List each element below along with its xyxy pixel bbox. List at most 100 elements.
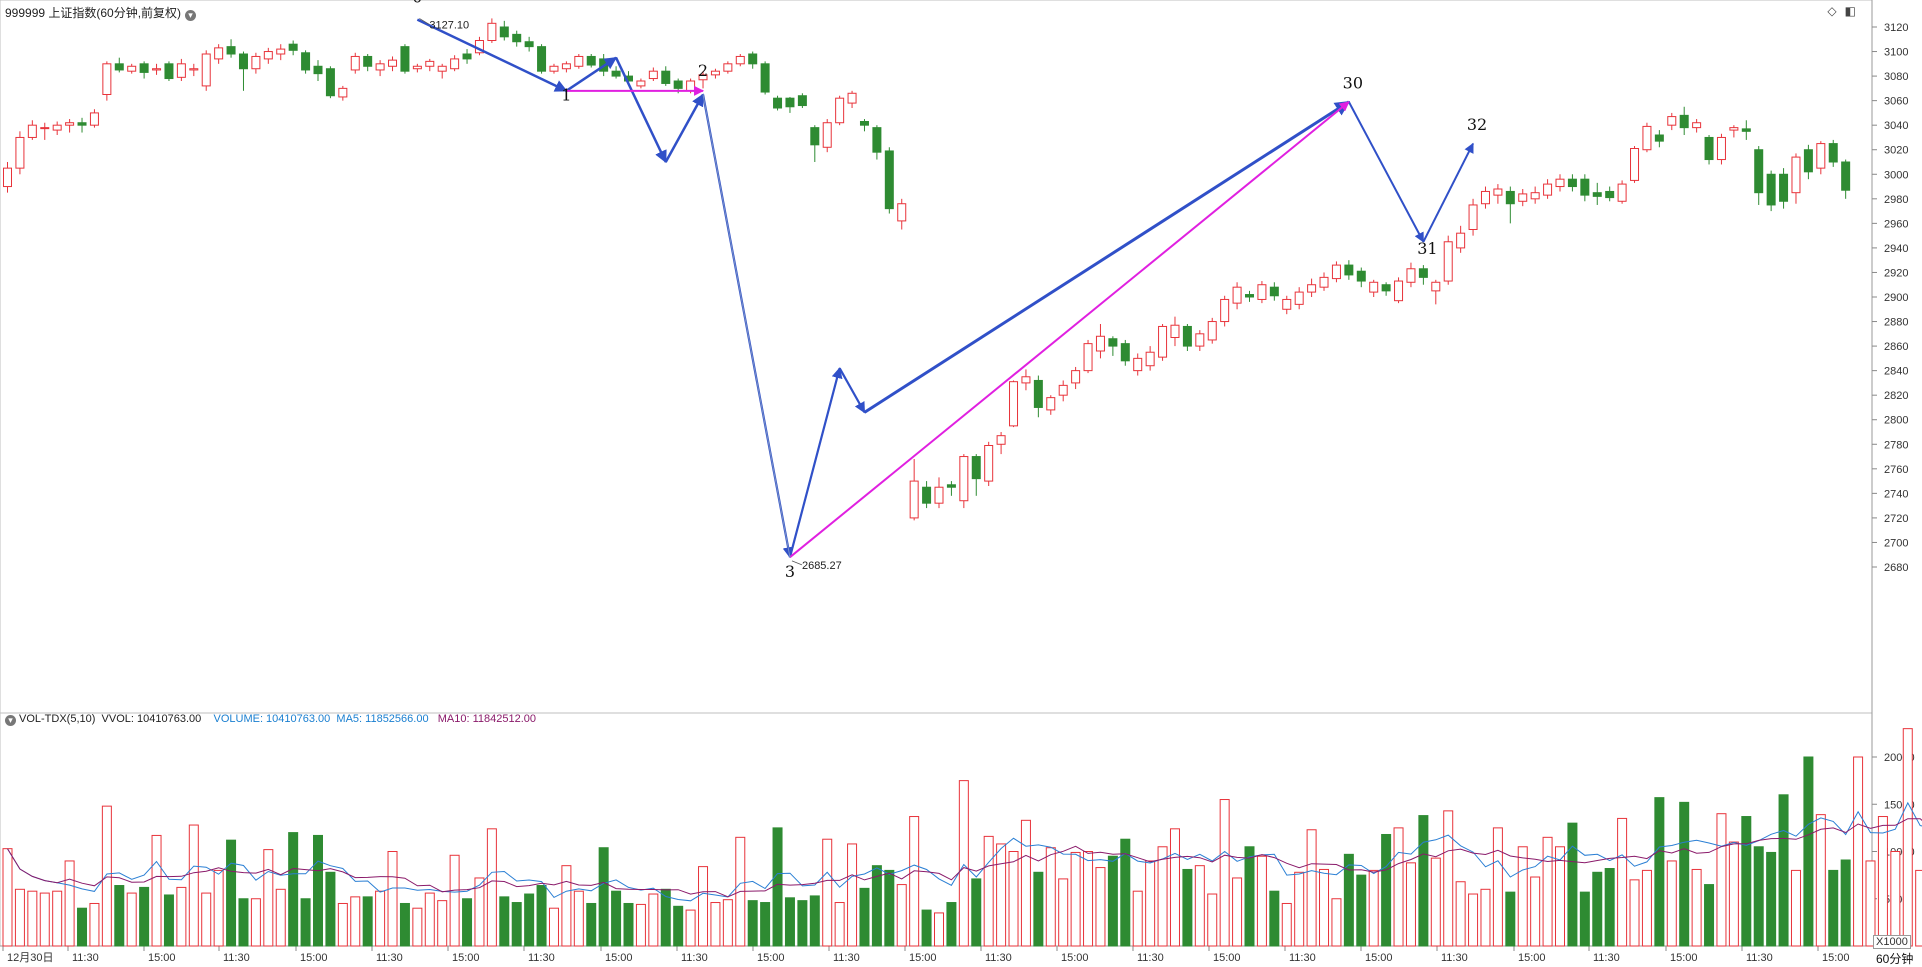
candle xyxy=(1344,260,1354,280)
candle-body xyxy=(971,456,981,480)
high-price-label: 3127.10 xyxy=(429,19,469,31)
volume-bar xyxy=(1020,819,1031,947)
volume-bar xyxy=(213,869,224,947)
candle xyxy=(661,66,671,86)
high-price-pointer xyxy=(419,18,430,25)
volume-header: ▾ VOL-TDX(5,10) VVOL: 10410763.00 VOLUME:… xyxy=(5,713,536,726)
candle-body xyxy=(1493,188,1503,196)
candle xyxy=(425,58,435,72)
candle xyxy=(276,44,286,61)
volume-bar xyxy=(1368,869,1379,947)
volume-bar xyxy=(1145,860,1156,947)
price-tick-label: 2740 xyxy=(1884,488,1908,500)
candle xyxy=(127,63,137,74)
volume-bar xyxy=(1269,890,1280,947)
candle xyxy=(1108,336,1118,356)
candle xyxy=(1518,189,1528,207)
price-axis: 2680 2700 2720 2740 2760 2780 2800 2820 2840 2860… xyxy=(1872,22,1908,574)
candle-body xyxy=(835,97,845,124)
candle xyxy=(1394,277,1404,304)
volume-bar xyxy=(201,892,212,947)
candle xyxy=(226,39,236,58)
volume-bar xyxy=(859,887,870,947)
candle-body xyxy=(1741,128,1751,132)
candle-body xyxy=(1046,397,1056,411)
diamond-icon[interactable]: ◇ xyxy=(1827,4,1837,18)
candle-body xyxy=(1841,161,1851,191)
candle-body xyxy=(487,22,497,41)
candle xyxy=(1828,139,1838,167)
volume-bar xyxy=(1207,893,1218,947)
candle-body xyxy=(1791,156,1801,194)
candle xyxy=(1182,324,1192,351)
candle xyxy=(549,63,559,74)
candle-body xyxy=(3,167,12,188)
candle-body xyxy=(524,41,534,48)
candle xyxy=(338,85,348,101)
candle-body xyxy=(859,121,869,126)
candle-body xyxy=(1679,114,1689,129)
volume-bar xyxy=(1194,865,1205,947)
volume-bar xyxy=(27,890,38,947)
volume-bar xyxy=(151,834,162,947)
candle-body xyxy=(1245,294,1254,298)
candle-body xyxy=(909,480,919,519)
candle-body xyxy=(425,60,435,67)
candle-body xyxy=(1480,190,1490,205)
candle-body xyxy=(251,55,261,70)
candle xyxy=(412,63,422,73)
candle xyxy=(325,66,335,99)
candle xyxy=(1791,153,1801,204)
volume-bar xyxy=(1232,877,1243,947)
candle-body xyxy=(164,63,174,80)
volume-bar xyxy=(474,877,485,947)
candle-body xyxy=(238,53,248,70)
candle xyxy=(1766,170,1776,212)
volume-bar xyxy=(1343,853,1354,947)
panel-toggle-icon[interactable]: ◧ xyxy=(1844,4,1856,18)
volume-bar xyxy=(499,896,510,947)
candle xyxy=(400,44,410,74)
volume-bar xyxy=(648,893,659,947)
candle xyxy=(114,57,124,73)
candle xyxy=(1220,295,1230,327)
candle-body xyxy=(648,70,658,80)
candle xyxy=(363,54,373,72)
volume-ma-lines xyxy=(7,801,1922,902)
candle-body xyxy=(946,484,956,488)
time-tick-label: 15:00 xyxy=(1213,952,1241,964)
title-menu-icon[interactable]: ▾ xyxy=(185,10,197,21)
candle xyxy=(586,54,596,68)
period-label[interactable]: 60分钟 xyxy=(1876,952,1914,966)
time-tick-label: 11:30 xyxy=(1289,952,1316,964)
candle xyxy=(1592,182,1602,205)
candle xyxy=(238,51,248,91)
candle xyxy=(15,131,25,175)
wave-segment xyxy=(863,100,1351,414)
volume-bar xyxy=(226,839,237,947)
price-tick-label: 3080 xyxy=(1884,71,1908,83)
price-tick-label: 3000 xyxy=(1884,169,1908,181)
candle xyxy=(1033,375,1043,418)
time-tick-label: 11:30 xyxy=(1441,952,1468,964)
time-tick-label: 11:30 xyxy=(1137,952,1164,964)
candle xyxy=(847,90,857,108)
volume-bar xyxy=(1579,891,1590,947)
volume-bar xyxy=(934,912,944,947)
volume-bar xyxy=(449,854,460,947)
wave-segment-magenta xyxy=(789,101,1350,558)
candle-body xyxy=(65,122,75,126)
candle-body xyxy=(1033,379,1043,408)
candle-body xyxy=(325,68,335,97)
candle xyxy=(1779,168,1789,209)
volume-bar xyxy=(1157,846,1168,947)
candle xyxy=(710,68,720,79)
candle-body xyxy=(822,122,832,148)
vol-menu-icon[interactable]: ▾ xyxy=(5,715,16,726)
volume-bar xyxy=(486,828,497,947)
candle xyxy=(909,459,919,521)
candle xyxy=(1630,146,1640,183)
candle-body xyxy=(1704,136,1714,161)
time-tick-label: 15:00 xyxy=(757,952,785,964)
price-tick-label: 2880 xyxy=(1884,317,1908,329)
